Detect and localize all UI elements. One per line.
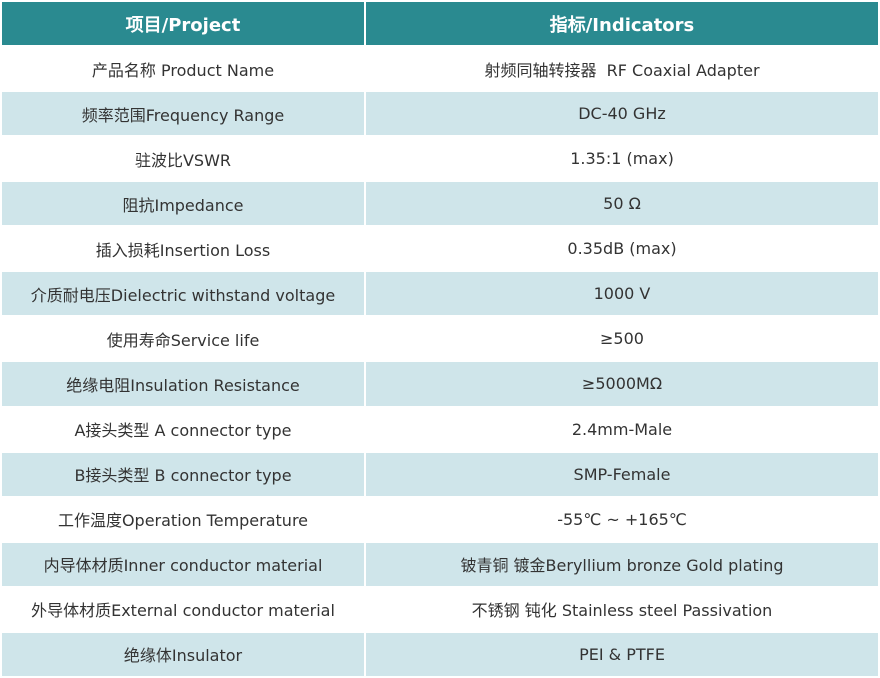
table-row: 介质耐电压Dielectric withstand voltage 1000 V <box>0 270 880 318</box>
table-row: 内导体材质Inner conductor material 铍青铜 镀金Beryl… <box>0 540 880 588</box>
header-cell: 指标/Indicators <box>364 0 880 47</box>
project-cell: 外导体材质External conductor material <box>0 585 366 633</box>
project-cell: 绝缘电阻Insulation Resistance <box>0 360 366 408</box>
project-cell: 产品名称 Product Name <box>0 44 366 93</box>
table-row: 驻波比VSWR 1.35:1 (max) <box>0 135 880 183</box>
header-cell: 项目/Project <box>0 0 366 47</box>
table-row: 工作温度Operation Temperature -55℃ ~ +165℃ <box>0 495 880 543</box>
table-header: 项目/Project 指标/Indicators <box>0 0 880 47</box>
indicator-cell: 铍青铜 镀金Beryllium bronze Gold plating <box>364 540 880 588</box>
table-body: 产品名称 Product Name 射频同轴转接器 RF Coaxial Adap… <box>0 44 880 678</box>
indicator-cell: 2.4mm-Male <box>364 405 880 453</box>
table-row: A接头类型 A connector type 2.4mm-Male <box>0 405 880 453</box>
indicator-cell: SMP-Female <box>364 450 880 498</box>
indicator-cell: -55℃ ~ +165℃ <box>364 495 880 543</box>
table-row: 绝缘体Insulator PEI & PTFE <box>0 630 880 678</box>
indicator-cell: ≥5000MΩ <box>364 360 880 408</box>
project-cell: 介质耐电压Dielectric withstand voltage <box>0 270 366 318</box>
project-cell: 频率范围Frequency Range <box>0 90 366 138</box>
project-cell: 绝缘体Insulator <box>0 630 366 678</box>
table-row: 外导体材质External conductor material 不锈钢 钝化 S… <box>0 585 880 633</box>
indicator-cell: 不锈钢 钝化 Stainless steel Passivation <box>364 585 880 633</box>
table-row: B接头类型 B connector type SMP-Female <box>0 450 880 498</box>
table-row: 阻抗Impedance 50 Ω <box>0 180 880 228</box>
indicator-cell: 1000 V <box>364 270 880 318</box>
table-row: 插入损耗Insertion Loss 0.35dB (max) <box>0 225 880 273</box>
table-row: 绝缘电阻Insulation Resistance ≥5000MΩ <box>0 360 880 408</box>
project-cell: A接头类型 A connector type <box>0 405 366 453</box>
table-row: 频率范围Frequency Range DC-40 GHz <box>0 90 880 138</box>
project-cell: 驻波比VSWR <box>0 135 366 183</box>
project-cell: 插入损耗Insertion Loss <box>0 225 366 273</box>
indicator-cell: DC-40 GHz <box>364 90 880 138</box>
indicator-cell: 1.35:1 (max) <box>364 135 880 183</box>
indicator-cell: PEI & PTFE <box>364 630 880 678</box>
project-cell: 使用寿命Service life <box>0 315 366 363</box>
indicator-cell: 射频同轴转接器 RF Coaxial Adapter <box>364 44 880 93</box>
project-cell: 内导体材质Inner conductor material <box>0 540 366 588</box>
indicator-cell: 50 Ω <box>364 180 880 228</box>
project-cell: 工作温度Operation Temperature <box>0 495 366 543</box>
project-cell: 阻抗Impedance <box>0 180 366 228</box>
indicator-cell: ≥500 <box>364 315 880 363</box>
table-row: 产品名称 Product Name 射频同轴转接器 RF Coaxial Adap… <box>0 44 880 93</box>
project-cell: B接头类型 B connector type <box>0 450 366 498</box>
header-row: 项目/Project 指标/Indicators <box>0 0 880 47</box>
table-row: 使用寿命Service life ≥500 <box>0 315 880 363</box>
indicator-cell: 0.35dB (max) <box>364 225 880 273</box>
